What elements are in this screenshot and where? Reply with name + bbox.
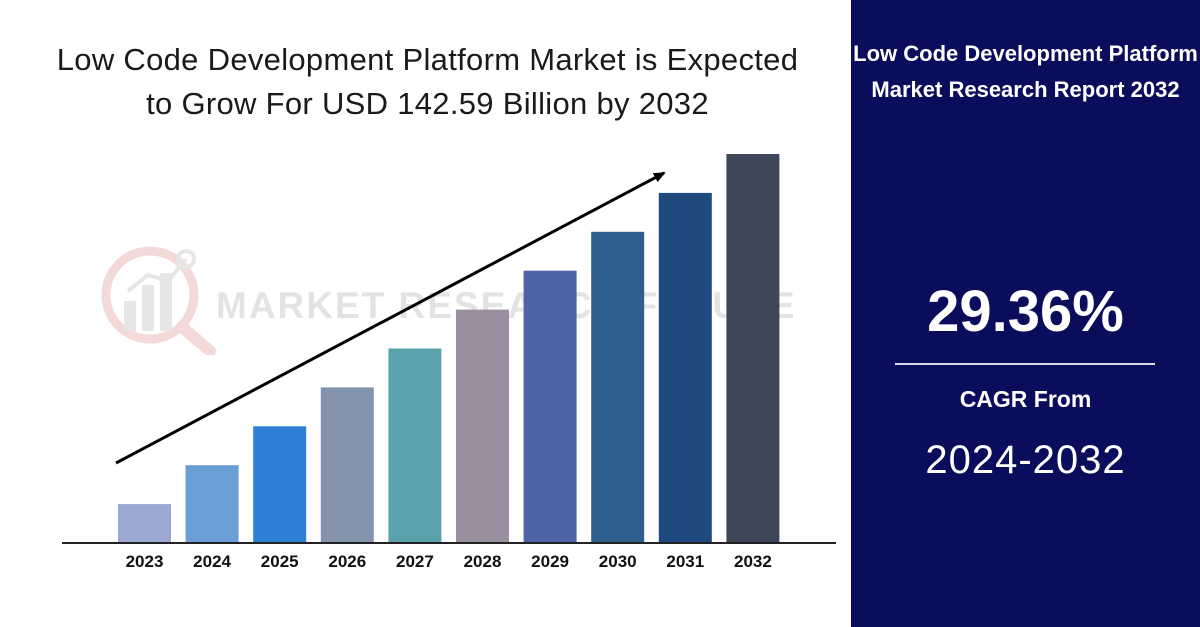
tick-label-2032: 2032 [734, 552, 772, 571]
bar-2023 [118, 504, 171, 543]
bar-2027 [388, 348, 442, 543]
panel-divider [895, 363, 1155, 365]
bar-2031 [658, 192, 712, 543]
tick-label-2030: 2030 [599, 552, 637, 571]
tick-label-2027: 2027 [396, 552, 434, 571]
bar-2026 [320, 387, 374, 543]
cagr-period: 2024-2032 [925, 438, 1126, 482]
chart-area: Low Code Development Platform Market is … [56, 42, 836, 571]
trend-arrow [115, 171, 666, 465]
report-title: Low Code Development Platform Market Res… [853, 41, 1198, 102]
cagr-value: 29.36% [927, 279, 1124, 344]
bar-2032 [726, 154, 780, 543]
cagr-label: CAGR From [959, 386, 1092, 412]
chart-title: Low Code Development Platform Market is … [56, 42, 799, 121]
tick-label-2028: 2028 [464, 552, 502, 571]
tick-label-2031: 2031 [666, 552, 704, 571]
bar-2030 [591, 231, 645, 544]
bar-2028 [456, 309, 509, 543]
bar-2029 [523, 270, 577, 543]
bar-2025 [253, 426, 307, 543]
tick-label-2025: 2025 [261, 552, 299, 571]
bar-2024 [185, 465, 239, 543]
tick-label-2024: 2024 [193, 552, 231, 571]
tick-label-2023: 2023 [126, 552, 164, 571]
info-panel: Low Code Development Platform Market Res… [851, 0, 1200, 627]
tick-label-2029: 2029 [531, 552, 569, 571]
bar-chart: 2023 2024 2025 2026 2027 2028 2029 2030 2031 2032 [62, 154, 836, 571]
magnifier-chart-icon [101, 246, 216, 355]
tick-label-2026: 2026 [328, 552, 366, 571]
